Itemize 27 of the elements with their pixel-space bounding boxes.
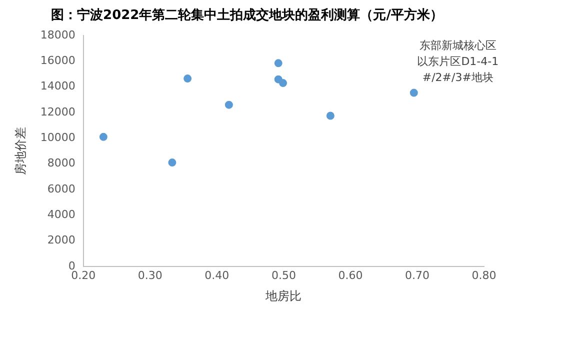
point [168,158,176,167]
x-tick-label: 0.50 [271,268,296,282]
point [326,112,334,120]
y-tick-label: 12000 [40,105,76,118]
point [279,79,288,88]
chart-title: 图：宁波2022年第二轮集中土拍成交地块的盈利测算（元/平方米） [51,7,443,24]
x-tick-label: 0.70 [404,268,430,282]
y-tick-label: 18000 [40,28,76,42]
y-tick-label: 16000 [40,54,76,68]
point [410,88,418,97]
y-tick-label: 10000 [40,131,76,144]
annotation: 东部新城核心区以东片区D1-4-1#/2#/3#地块 [417,38,499,84]
point [224,100,233,109]
point [184,74,192,83]
x-tick-label: 0.30 [138,268,162,282]
y-tick-label: 14000 [40,80,76,93]
point [274,59,282,68]
y-tick-label: 6000 [47,182,76,196]
x-tick-label: 0.40 [204,268,230,282]
x-tick-label: 0.60 [338,268,363,282]
y-tick-label: 4000 [47,208,76,221]
y-axis-title: 房地价差 [13,127,28,175]
x-tick-label: 0.80 [472,268,496,282]
x-axis-title: 地房比 [264,288,302,303]
y-tick-label: 2000 [47,234,76,247]
point [99,132,108,141]
y-tick-label: 8000 [47,156,76,170]
